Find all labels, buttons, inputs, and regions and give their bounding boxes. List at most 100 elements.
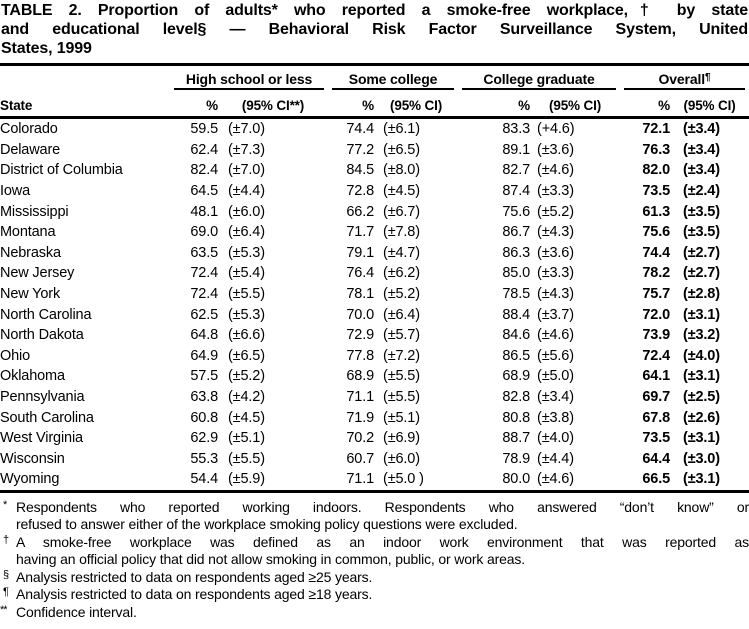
sc-pct: 71.9 <box>346 409 375 426</box>
hs-ci: (±7.0) <box>228 121 265 138</box>
overall-pct: 73.9 <box>642 327 671 344</box>
footnote-line: Analysis restricted to data on responden… <box>16 586 373 603</box>
hs-ci: (±5.1) <box>228 430 265 447</box>
sc-pct: 71.1 <box>328 469 375 493</box>
column-group-overall: Overall¶ <box>620 65 749 90</box>
hs-ci: (±6.5) <box>228 347 265 364</box>
state-name: Oklahoma <box>0 368 65 385</box>
sc-pct: 84.5 <box>346 162 375 179</box>
hs-ci: (±5.2) <box>228 368 265 385</box>
table-row: Iowa 64.5 (±4.4) 72.8 (±4.5) 87.4 (±3.3) 73.5 (±… <box>0 181 749 202</box>
hs-pct: 59.5 <box>190 121 218 138</box>
overall-pct: 72.0 <box>642 306 671 323</box>
state-name: Colorado <box>0 121 58 138</box>
footnote-line: Analysis restricted to data on responden… <box>16 568 373 585</box>
overall-ci: (±3.1) <box>683 306 720 323</box>
cg-pct: 68.9 <box>502 368 531 385</box>
hs-pct: 63.8 <box>190 389 218 406</box>
footnote-line: having an official policy that did not a… <box>16 551 525 568</box>
sc-ci: (±5.7) <box>383 327 420 344</box>
footnote-marker: ¶ <box>3 586 9 599</box>
cg-pct: 75.6 <box>502 203 531 220</box>
state-name: Delaware <box>0 141 61 158</box>
cg-ci: (±3.6) <box>537 141 574 158</box>
cg-ci: (±4.0) <box>537 430 574 447</box>
overall-ci-header: (95% CI) <box>670 90 749 119</box>
cg-ci: (±5.6) <box>537 347 574 364</box>
cg-ci-header: (95% CI) <box>530 90 621 119</box>
cg-ci: (±4.3) <box>537 286 574 303</box>
cg-ci: (+4.6) <box>537 121 575 138</box>
table-row: Oklahoma 57.5 (±5.2) 68.9 (±5.5) 68.9 (±5.0) 64… <box>0 366 749 387</box>
sub-header-row: State % (95% CI**) % (95% CI) % (95% CI)… <box>0 90 749 119</box>
state-name: Ohio <box>0 347 31 364</box>
overall-ci: (±2.7) <box>683 265 720 282</box>
title-line-2: and educational level§ — Behavioral Risk… <box>1 21 748 38</box>
sc-ci: (±5.5) <box>383 368 420 385</box>
sc-pct: 70.0 <box>346 306 375 323</box>
hs-ci: (±5.9) <box>218 469 329 493</box>
sc-pct: 72.9 <box>346 327 375 344</box>
hs-pct: 72.4 <box>190 265 218 282</box>
table-row: Nebraska 63.5 (±5.3) 79.1 (±4.7) 86.3 (±3.6) 74… <box>0 243 749 264</box>
state-name: New York <box>0 286 61 303</box>
table-row: North Carolina 62.5 (±5.3) 70.0 (±6.4) 88.4 (±… <box>0 304 749 325</box>
cg-pct: 82.8 <box>502 389 531 406</box>
sc-pct-header: % <box>328 90 375 119</box>
overall-pct: 76.3 <box>642 141 671 158</box>
column-group-some-college: Some college <box>328 65 458 90</box>
footnotes: * Respondents who reported working indoo… <box>0 499 749 622</box>
overall-ci: (±3.1) <box>683 430 720 447</box>
cg-pct: 83.3 <box>502 121 531 138</box>
state-name: New Jersey <box>0 265 75 282</box>
sc-pct: 70.2 <box>346 430 375 447</box>
overall-ci: (±3.5) <box>683 224 720 241</box>
column-group-header-row: High school or less Some college College… <box>0 65 749 91</box>
title-line-1: TABLE 2. Proportion of adults* who repor… <box>1 2 748 19</box>
overall-ci: (±2.7) <box>683 244 720 261</box>
footnote-respondents: * Respondents who reported working indoo… <box>0 499 749 534</box>
hs-ci: (±7.0) <box>228 162 265 179</box>
state-column-spacer <box>0 65 170 91</box>
hs-pct: 64.5 <box>190 183 218 200</box>
hs-pct: 55.3 <box>190 450 218 467</box>
footnote-line: refused to answer either of the workplac… <box>16 516 518 533</box>
cg-ci: (±4.6) <box>537 327 574 344</box>
overall-ci: (±2.8) <box>683 286 720 303</box>
overall-footnote-marker: ¶ <box>704 72 711 83</box>
sc-pct: 79.1 <box>346 244 375 261</box>
overall-ci: (±3.4) <box>683 121 720 138</box>
sc-ci: (±6.1) <box>383 121 420 138</box>
hs-pct: 60.8 <box>190 409 218 426</box>
sc-ci: (±6.4) <box>383 306 420 323</box>
overall-pct: 64.4 <box>642 450 671 467</box>
state-name: Iowa <box>0 183 31 200</box>
overall-ci: (±3.4) <box>683 141 720 158</box>
hs-ci: (±5.5) <box>228 286 265 303</box>
sc-ci: (±6.7) <box>383 203 420 220</box>
overall-pct: 73.5 <box>642 183 671 200</box>
hs-pct: 62.4 <box>190 141 218 158</box>
sc-pct: 68.9 <box>346 368 375 385</box>
footnote-marker: † <box>3 533 9 546</box>
sc-ci: (±7.2) <box>383 347 420 364</box>
table-row: Ohio 64.9 (±6.5) 77.8 (±7.2) 86.5 (±5.6) 72.4 (±… <box>0 346 749 367</box>
sc-pct: 60.7 <box>346 450 375 467</box>
hs-ci: (±5.3) <box>228 244 265 261</box>
cg-pct-header: % <box>458 90 531 119</box>
footnote-aged-25: § Analysis restricted to data on respond… <box>0 569 749 587</box>
sc-pct: 77.2 <box>346 141 375 158</box>
cg-ci: (±5.2) <box>537 203 574 220</box>
cg-ci: (±3.3) <box>537 265 574 282</box>
cg-ci: (±4.4) <box>537 450 574 467</box>
hs-pct: 72.4 <box>190 286 218 303</box>
overall-pct: 73.5 <box>642 430 671 447</box>
cg-pct: 88.4 <box>502 306 531 323</box>
cg-pct: 87.4 <box>502 183 531 200</box>
smoke-free-workplace-table: High school or less Some college College… <box>0 63 749 493</box>
table-row: Colorado 59.5 (±7.0) 74.4 (±6.1) 83.3 (+4.6) 72… <box>0 118 749 140</box>
table-row: West Virginia 62.9 (±5.1) 70.2 (±6.9) 88.7 (±4… <box>0 428 749 449</box>
hs-ci: (±6.4) <box>228 224 265 241</box>
overall-pct: 75.6 <box>642 224 671 241</box>
sc-ci: (±6.2) <box>383 265 420 282</box>
